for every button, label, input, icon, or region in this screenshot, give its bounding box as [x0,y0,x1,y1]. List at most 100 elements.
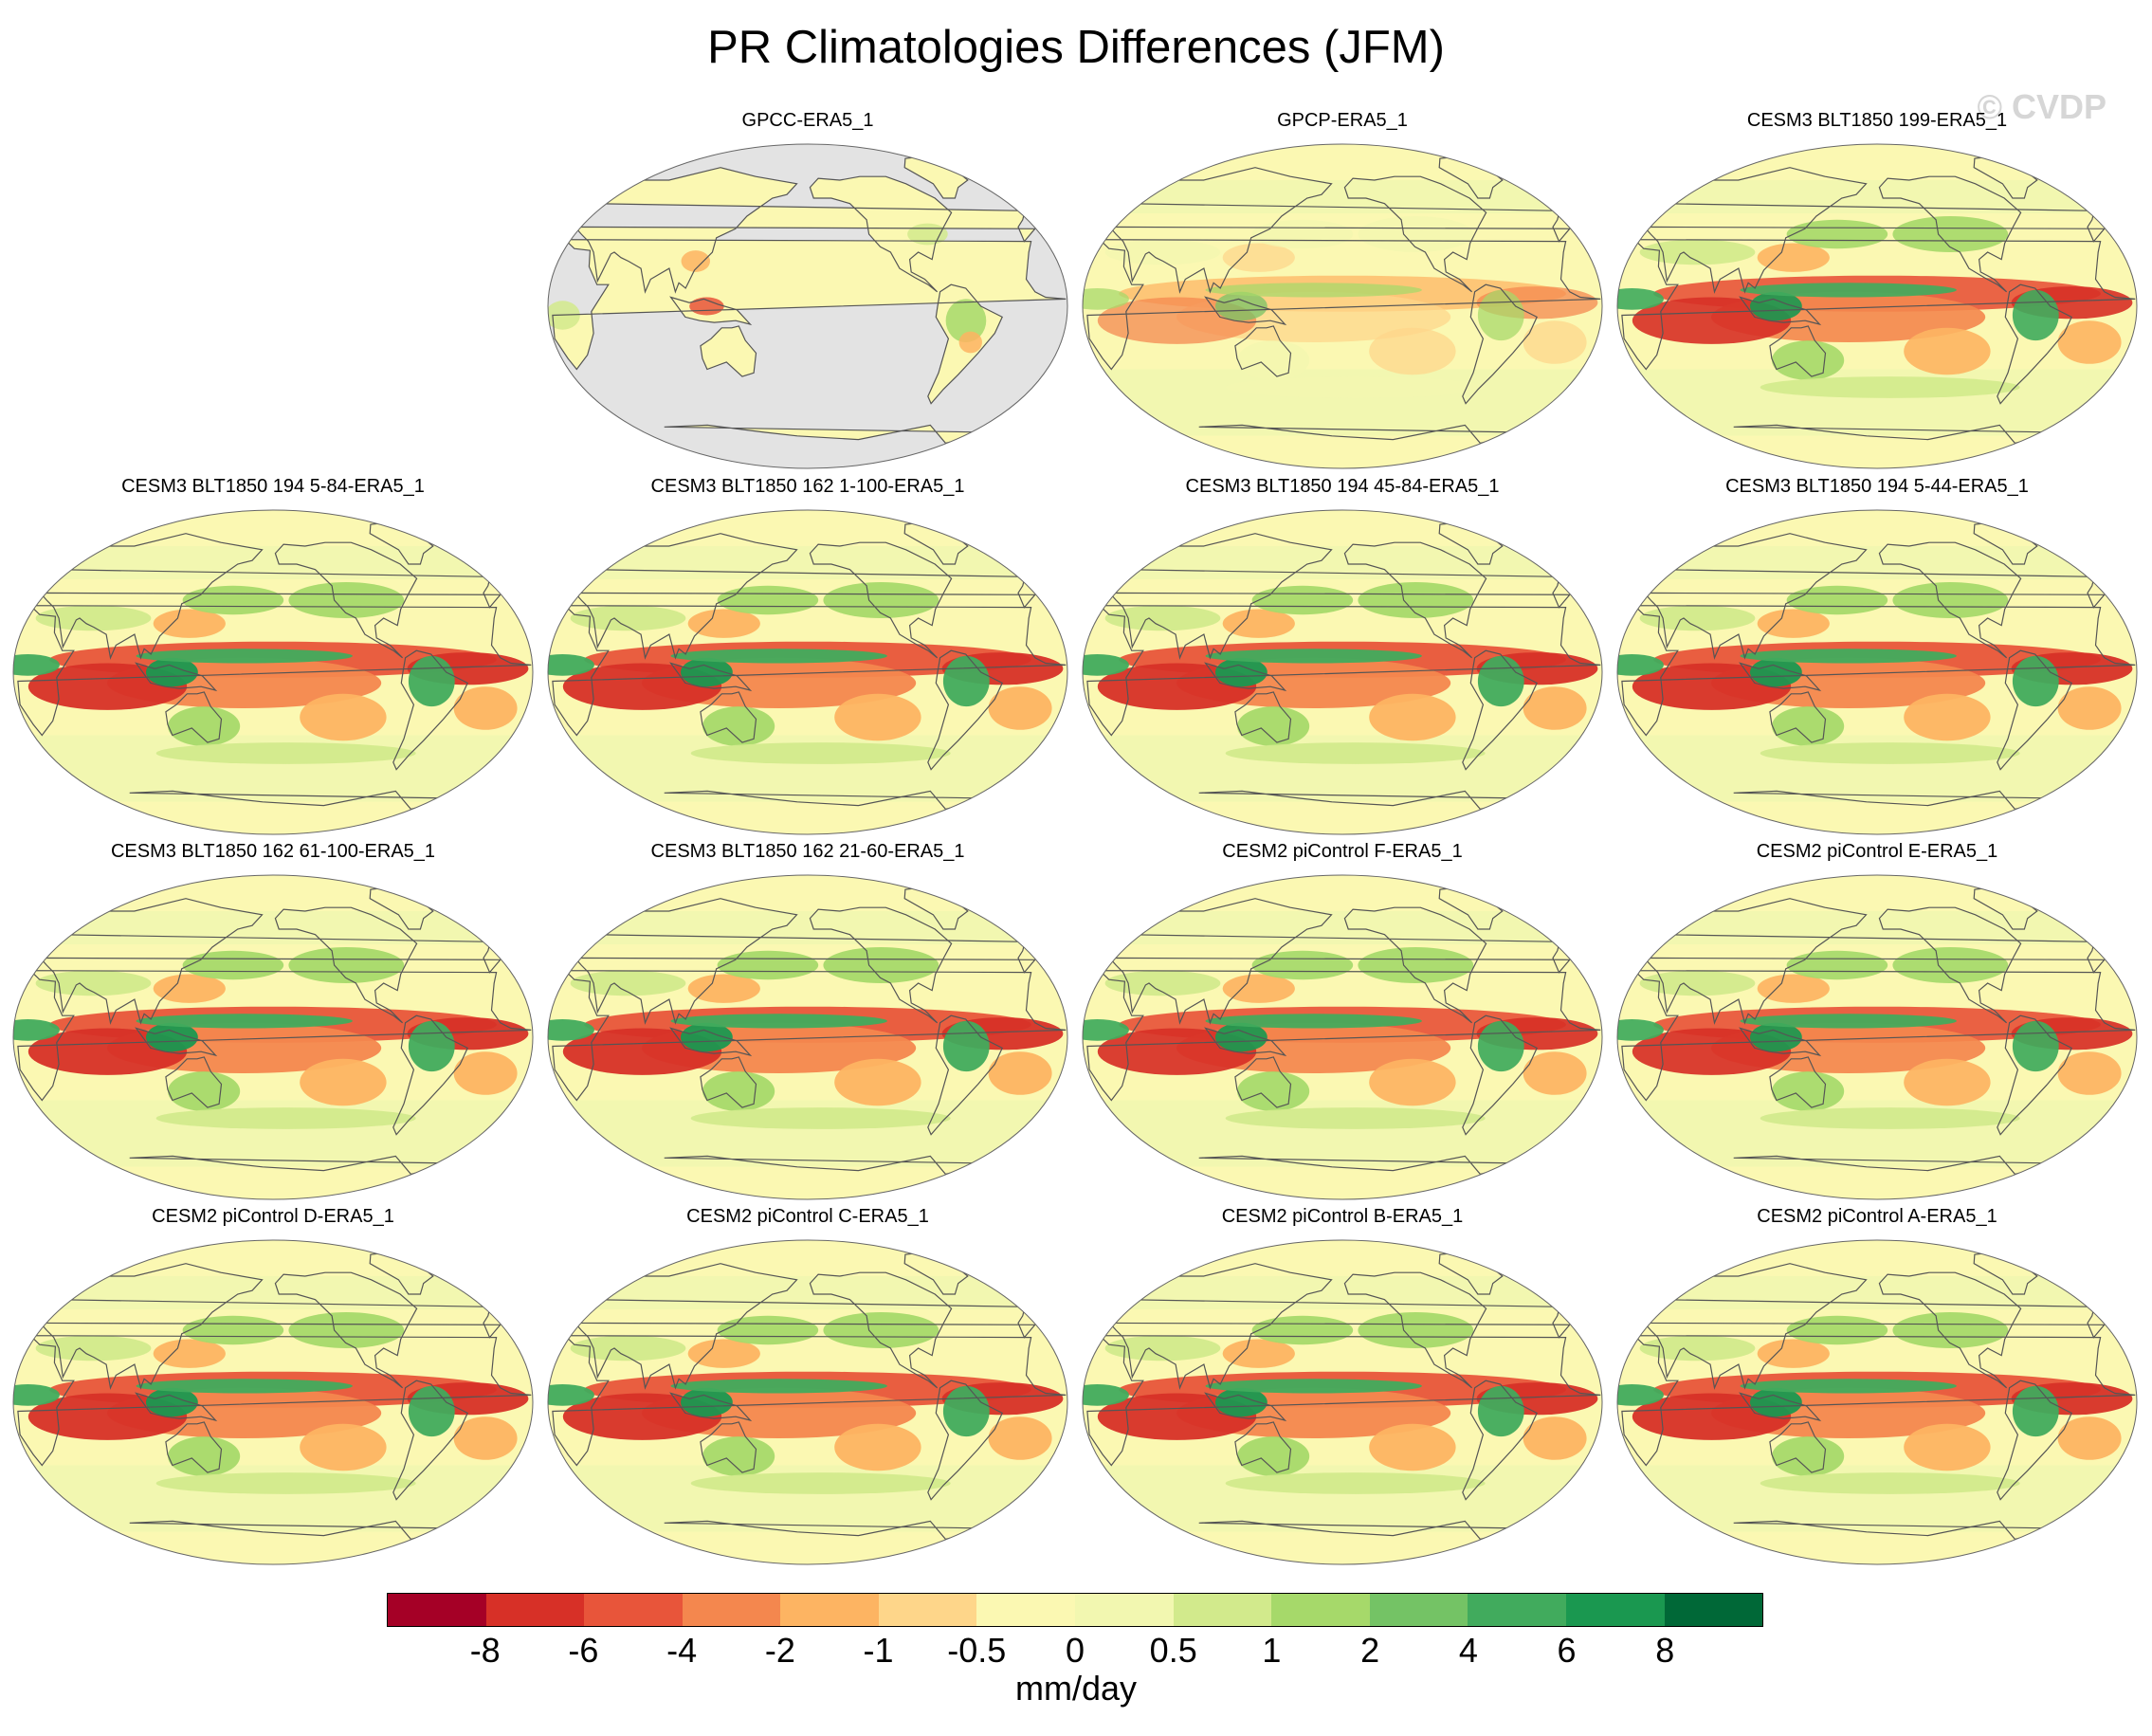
anomaly-patch [35,1335,152,1361]
globe-outline [1082,143,1603,469]
coastline-australia [700,1421,757,1473]
coastline-australia [165,1056,223,1108]
anomaly-patch [1215,657,1267,687]
anomaly-patch [670,649,887,664]
coastline-australia [700,1056,757,1108]
anomaly-patch [548,654,594,676]
globe-map [1616,1239,2138,1565]
coastline-europe-asia [1643,1263,2106,1390]
anomaly-patch [136,1379,353,1394]
coastline-north-america [1878,1271,2022,1389]
colorbar-tick-label: -1 [863,1631,894,1670]
colorbar-tick-label: 2 [1360,1631,1380,1670]
coastline-indonesia [669,662,753,692]
map-panel: CESM2 piControl E-ERA5_1 [1615,841,2139,1201]
anomaly-patch [687,1339,760,1368]
coastline-indonesia [135,662,218,692]
colorbar-tick-label: -8 [469,1631,501,1670]
coastline-south-america [392,1014,468,1136]
anomaly-patch [35,970,152,996]
panel-title: CESM2 piControl D-ERA5_1 [152,1206,394,1227]
anomaly-patch [942,1385,990,1437]
anomaly-patch [702,706,775,746]
anomaly-patch [2057,320,2122,364]
coastline-north-america [1878,175,2022,293]
coastline-indonesia [1204,296,1287,326]
anomaly-patch [942,655,990,707]
coastline-indonesia [1204,1027,1287,1057]
colorbar-swatch [878,1594,977,1626]
colorbar-tick-label: 4 [1458,1631,1478,1670]
anomaly-patch [717,950,819,980]
anomaly-patch [1104,239,1221,265]
colorbar-swatch [1565,1594,1665,1626]
anomaly-patch [1523,1416,1587,1460]
anomaly-patch [834,1423,921,1471]
coastline-europe-asia [574,1263,1036,1390]
coastline-indonesia [669,296,753,326]
coastline-indonesia [1204,1392,1287,1422]
coastline-south-america [1462,649,1538,771]
coastline-indonesia [669,1027,753,1057]
panel-title: CESM3 BLT1850 199-ERA5_1 [1746,110,2008,131]
globe-map [1082,143,1603,469]
map-panel: CESM2 piControl F-ERA5_1 [1081,841,1604,1201]
anomaly-patch [1215,1387,1267,1417]
anomaly-patch [1477,289,1524,341]
map-panel: CESM3 BLT1850 162 1-100-ERA5_1 [546,476,1069,836]
anomaly-band [13,911,533,944]
anomaly-patch [1757,974,1830,1003]
anomaly-band [548,546,1067,579]
globe-outline [1616,143,2138,469]
anomaly-patch [1740,1379,1957,1394]
anomaly-patch [1757,1339,1830,1368]
coastline-australia [700,325,757,377]
anomaly-patch [453,1416,518,1460]
coastline-north-america [809,175,953,293]
map-panel: GPCP-ERA5_1 [1081,110,1604,470]
anomaly-patch [548,1019,594,1041]
coastline-australia [1769,1421,1827,1473]
anomaly-patch [1786,219,1888,249]
anomaly-patch [155,742,416,764]
coastline-south-america [1462,283,1538,405]
anomaly-band [13,1276,533,1309]
panel-title: CESM3 BLT1850 162 61-100-ERA5_1 [110,841,436,862]
anomaly-patch [1639,970,1756,996]
colorbar-tick-label: -0.5 [947,1631,1007,1670]
anomaly-patch [168,706,241,746]
colorbar-swatch [1271,1594,1370,1626]
coastline-north-america [809,906,953,1024]
coastline-north-america [274,541,418,659]
anomaly-patch [1205,283,1422,298]
anomaly-patch [1477,1020,1524,1072]
coastline-europe-asia [39,533,502,660]
coastline-south-america [392,1380,468,1501]
anomaly-patch [2012,1385,2059,1437]
colorbar-tick-label: -4 [666,1631,698,1670]
colorbar-swatch [1369,1594,1468,1626]
anomaly-patch [13,654,60,676]
anomaly-patch [945,299,987,342]
anomaly-patch [1237,1436,1310,1476]
map-panel: CESM3 BLT1850 162 21-60-ERA5_1 [546,841,1069,1201]
anomaly-patch [453,686,518,730]
anomaly-patch [1639,605,1756,631]
coastline-indonesia [669,1392,753,1422]
coastline-europe-asia [1108,1263,1571,1390]
anomaly-patch [2057,1416,2122,1460]
anomaly-patch [300,693,387,741]
map-panel: GPCC-ERA5_1 [546,110,1069,470]
anomaly-patch [1523,320,1587,364]
anomaly-patch [1222,609,1295,638]
anomaly-patch [1786,1315,1888,1345]
anomaly-patch [1750,1387,1802,1417]
anomaly-patch [2012,289,2059,341]
anomaly-patch [182,950,284,980]
anomaly-patch [1083,1019,1129,1041]
watermark: © CVDP [1977,87,2106,126]
globe-map [547,143,1068,469]
colorbar-swatch [584,1594,683,1626]
coastline-north-america [1878,541,2022,659]
anomaly-patch [823,582,939,618]
